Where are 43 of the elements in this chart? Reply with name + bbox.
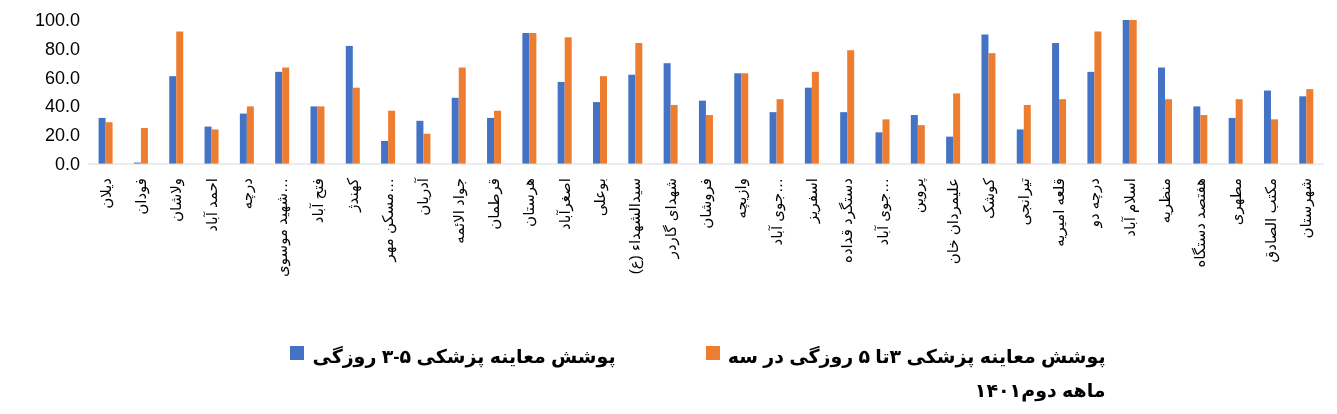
x-tick-label: شهید موسوی…	[273, 178, 292, 277]
x-tick-label: درچه دو	[1085, 178, 1104, 229]
x-tick-label: اسفریز	[802, 178, 821, 225]
y-tick-label: 0.0	[54, 154, 80, 174]
x-tick-label: دستگرد قداده	[838, 178, 857, 263]
x-tick-label: شهدای گاردر	[661, 178, 680, 260]
x-tick-label: شهرستان	[1297, 178, 1316, 239]
x-tick-label: فودان	[131, 178, 150, 215]
x-tick-label: جواد الائمه	[449, 178, 468, 244]
y-tick-label: 40.0	[44, 96, 80, 117]
x-tick-label: پروین	[908, 178, 928, 214]
x-tick-label: هرستان	[520, 177, 539, 227]
y-tick-label: 60.0	[44, 67, 80, 88]
x-tick-label: قلعه امیریه	[1050, 178, 1069, 247]
legend-label: پوشش معاینه پزشکی ۳تا ۵ روزگی در سه ماهه دوم۱۴۰۱	[727, 345, 1106, 404]
x-tick-label: علیمردان خان	[944, 178, 963, 265]
x-tick-label: تیرانجی	[1014, 178, 1033, 226]
legend-label: پوشش معاینه پزشکی ۵-۳ روزگی	[312, 345, 616, 370]
x-tick-label: جوی آباد…	[767, 178, 786, 246]
x-tick-label: کهندژ	[343, 177, 362, 213]
x-tick-label: جوی آباد…	[873, 178, 892, 246]
y-tick-label: 20.0	[44, 125, 80, 146]
x-tick-label: بوعلی	[591, 178, 610, 217]
x-tick-label: فروشان	[697, 178, 715, 229]
x-tick-label: کوشک	[979, 177, 998, 219]
x-tick-label: مطهری	[1226, 178, 1245, 226]
y-tick-label: 80.0	[44, 38, 80, 59]
x-tick-label: احمد آباد	[202, 178, 220, 232]
x-tick-label: اسلام آباد	[1120, 178, 1139, 237]
x-tick-label: قرطمان	[485, 178, 504, 230]
x-tick-label: آدریان	[414, 177, 433, 216]
x-tick-label: درچه	[237, 178, 256, 210]
x-tick-label: هفتصد دستگاه	[1191, 177, 1209, 268]
x-tick-label: وازیچه	[732, 178, 751, 219]
x-tick-label: منظریه	[1156, 178, 1175, 224]
x-tick-label: مکتب الصادق	[1262, 178, 1281, 263]
x-tick-label: اصغرآباد	[555, 178, 574, 231]
x-tick-label: سیدالشهداء (ع)	[626, 178, 645, 275]
x-tick-label: ولاشان	[167, 178, 186, 222]
y-tick-label: 100.0	[34, 10, 80, 30]
x-tick-label: مسکن مهر…	[379, 178, 398, 263]
x-tick-label: فتح آباد	[308, 178, 327, 224]
x-tick-label: دیلان	[96, 178, 114, 209]
